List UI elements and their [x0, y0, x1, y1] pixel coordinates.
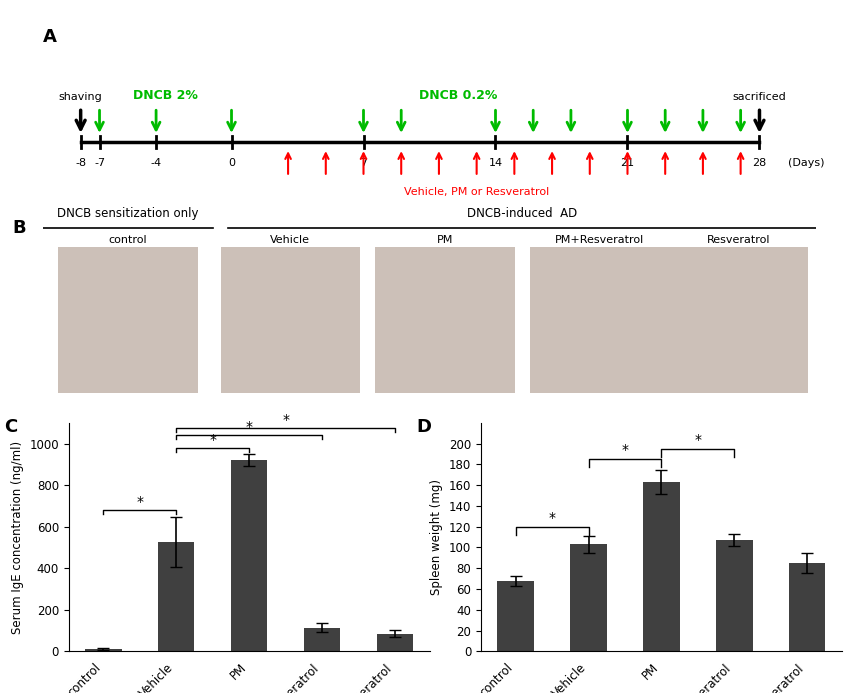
- Text: *: *: [694, 432, 701, 447]
- Text: *: *: [549, 511, 556, 525]
- Bar: [497, 581, 534, 651]
- Bar: [669, 247, 808, 392]
- Bar: [221, 247, 360, 392]
- Text: Resveratrol: Resveratrol: [707, 236, 771, 245]
- Text: C: C: [3, 418, 17, 436]
- Text: 14: 14: [489, 158, 503, 168]
- Bar: [530, 247, 669, 392]
- Text: 28: 28: [752, 158, 766, 168]
- Bar: [85, 649, 122, 651]
- Text: Vehicle: Vehicle: [271, 236, 310, 245]
- Text: (Days): (Days): [788, 158, 825, 168]
- Text: DNCB sensitization only: DNCB sensitization only: [58, 207, 198, 220]
- Bar: [231, 460, 267, 651]
- Text: *: *: [137, 495, 143, 509]
- Text: shaving: shaving: [58, 92, 102, 103]
- Text: DNCB-induced  AD: DNCB-induced AD: [467, 207, 577, 220]
- Text: A: A: [43, 28, 57, 46]
- Text: 0: 0: [228, 158, 235, 168]
- Text: DNCB 0.2%: DNCB 0.2%: [418, 89, 497, 103]
- Text: -7: -7: [94, 158, 105, 168]
- Bar: [304, 628, 340, 651]
- Text: sacrificed: sacrificed: [733, 92, 786, 103]
- Y-axis label: Serum IgE concentration (ng/ml): Serum IgE concentration (ng/ml): [11, 441, 24, 633]
- Text: *: *: [246, 420, 253, 434]
- Text: *: *: [622, 443, 629, 457]
- Bar: [158, 542, 194, 651]
- Text: control: control: [109, 236, 147, 245]
- Text: PM+Resveratrol: PM+Resveratrol: [555, 236, 644, 245]
- Text: DNCB 2%: DNCB 2%: [133, 89, 198, 103]
- Text: *: *: [282, 413, 289, 427]
- Text: -8: -8: [75, 158, 86, 168]
- Bar: [643, 482, 679, 651]
- Text: -4: -4: [150, 158, 161, 168]
- Text: 7: 7: [360, 158, 367, 168]
- Bar: [716, 541, 752, 651]
- Text: Vehicle, PM or Resveratrol: Vehicle, PM or Resveratrol: [404, 187, 549, 197]
- Y-axis label: Spleen weight (mg): Spleen weight (mg): [430, 479, 443, 595]
- Text: B: B: [12, 218, 26, 236]
- Bar: [376, 633, 413, 651]
- Bar: [570, 545, 606, 651]
- Text: *: *: [210, 432, 216, 447]
- Bar: [58, 247, 198, 392]
- Text: PM: PM: [436, 236, 454, 245]
- Bar: [789, 563, 825, 651]
- Text: 21: 21: [620, 158, 635, 168]
- Bar: [375, 247, 515, 392]
- Text: D: D: [416, 418, 431, 436]
